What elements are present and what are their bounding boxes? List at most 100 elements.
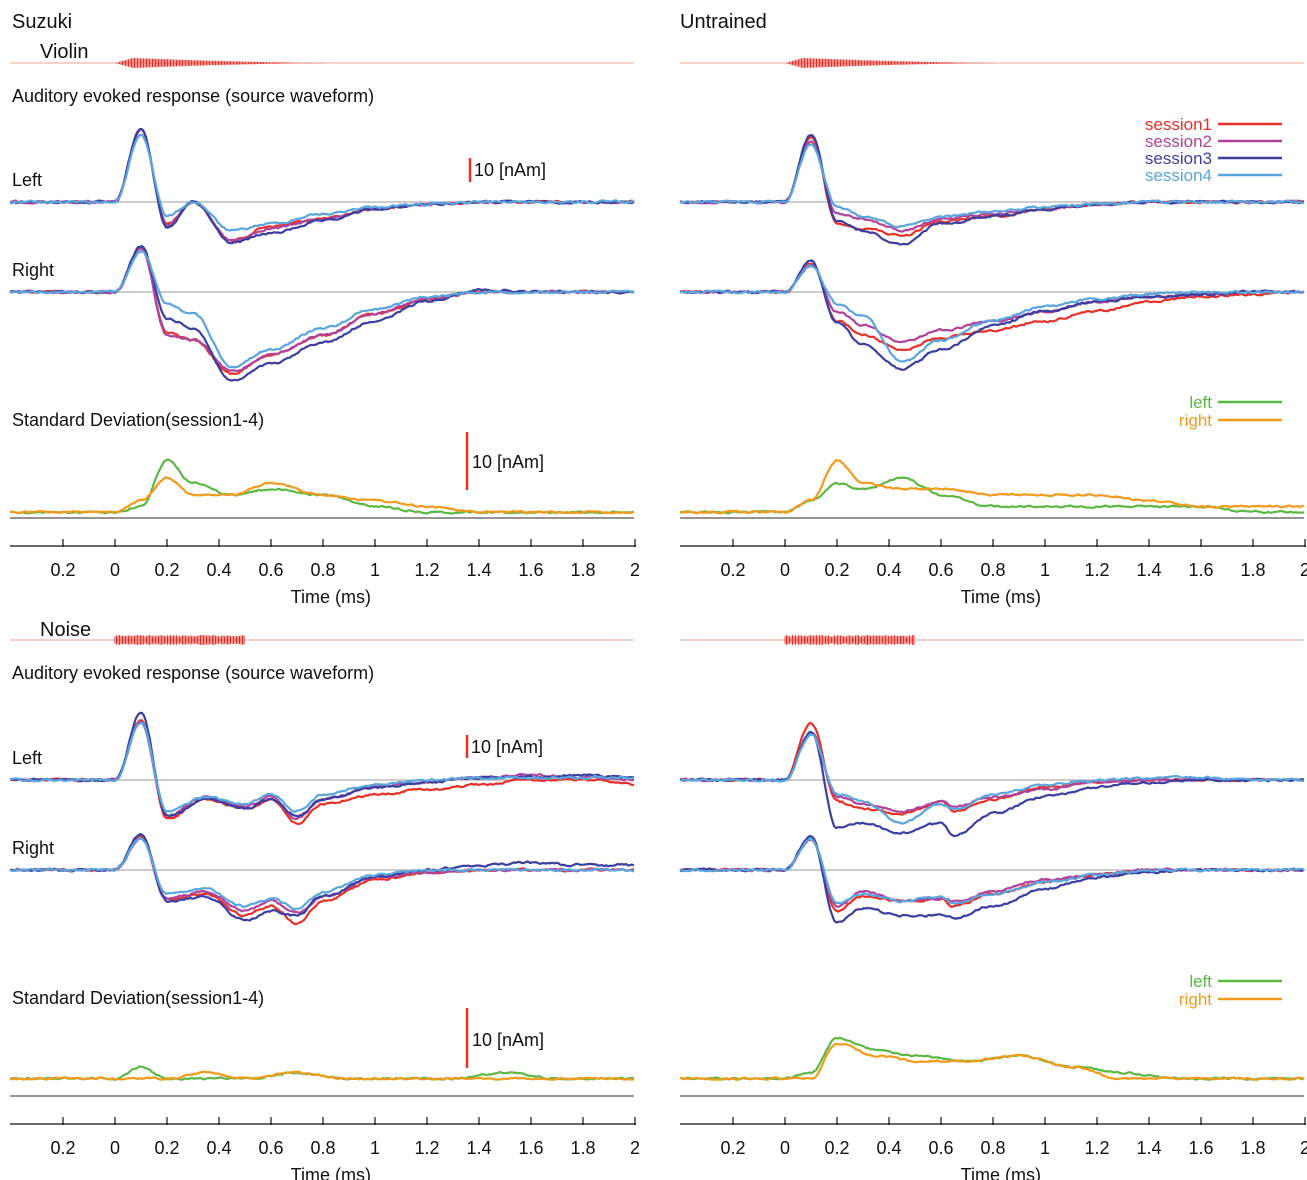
x-tick-label: 0.8	[310, 1138, 335, 1158]
series-line-session3	[9, 245, 635, 382]
x-tick-label: 1.4	[466, 1138, 491, 1158]
panel-0	[9, 127, 635, 245]
x-tick-label: 0.4	[876, 560, 901, 580]
series-line-session3	[679, 730, 1305, 838]
x-tick-label: 0.6	[258, 1138, 283, 1158]
series-line-session4	[9, 133, 635, 232]
x-tick-label: 0.4	[206, 560, 231, 580]
scale-bar-label: 10 [nAm]	[472, 1030, 544, 1050]
scale-bar-violin-aer: 10 [nAm]	[468, 158, 546, 182]
x-tick-label: 1	[1040, 560, 1050, 580]
legend-session4-label: session4	[1145, 166, 1212, 185]
series-line-session4	[679, 143, 1305, 229]
scale-bar-label: 10 [nAm]	[471, 737, 543, 757]
stimulus-envelope	[784, 635, 915, 645]
x-tick-label: 2	[630, 1138, 640, 1158]
aer-title-noise: Auditory evoked response (source wavefor…	[12, 663, 374, 683]
x-tick-label: 2	[630, 560, 640, 580]
scale-bar-noise-sd: 10 [nAm]	[465, 1008, 544, 1068]
legend-right-label: right	[1179, 990, 1212, 1009]
series-line-session1	[9, 128, 635, 242]
group-title-suzuki: Suzuki	[12, 11, 72, 33]
x-axes-layer: 0.2 0 0.2 0.4 0.6 0.8 1 1.2 1.4 1.6 1.8 2 Time (ms) 0…	[10, 539, 1307, 1180]
stimulus-envelope	[116, 58, 324, 68]
series-line-session1	[679, 721, 1305, 816]
sd-title-violin: Standard Deviation(session1-4)	[12, 410, 264, 430]
hemisphere-legend-noise: left right	[1179, 972, 1282, 1009]
panel-8	[9, 1065, 635, 1097]
hemisphere-label-left-noise: Left	[12, 748, 42, 768]
trace-layer	[9, 127, 1305, 1097]
panel-5	[679, 459, 1305, 519]
x-tick-label: 1.6	[518, 1138, 543, 1158]
series-line-session3	[9, 127, 635, 245]
series-line-session2	[9, 128, 635, 242]
x-tick-label: 1.6	[1188, 560, 1213, 580]
x-axis-3: 0.2 0 0.2 0.4 0.6 0.8 1 1.2 1.4 1.6 1.8 2 Time (ms)	[680, 1117, 1307, 1180]
x-tick-label: 0	[780, 560, 790, 580]
series-line-right	[680, 1042, 1305, 1081]
x-tick-label: 1.4	[466, 560, 491, 580]
series-line-session4	[9, 250, 635, 369]
x-tick-label: 0.2	[154, 560, 179, 580]
panel-3	[679, 134, 1305, 246]
aer-title-violin: Auditory evoked response (source wavefor…	[12, 86, 374, 106]
series-line-session3	[679, 834, 1305, 924]
series-line-session2	[9, 247, 635, 372]
x-axis-title: Time (ms)	[961, 1165, 1041, 1180]
violin-stimulus-waveform-suzuki	[10, 58, 634, 68]
series-line-session4	[9, 721, 635, 813]
panel-4	[679, 259, 1305, 371]
group-title-untrained: Untrained	[680, 11, 767, 33]
x-tick-label: 0.4	[876, 1138, 901, 1158]
hemisphere-label-right-noise: Right	[12, 838, 54, 858]
legend-left-label: left	[1189, 972, 1212, 991]
series-line-session1	[9, 247, 635, 375]
x-tick-label: 0.2	[720, 560, 745, 580]
legend-left-label: left	[1189, 393, 1212, 412]
hemisphere-label-right-violin: Right	[12, 260, 54, 280]
panel-6	[9, 711, 635, 826]
series-line-right	[679, 459, 1305, 515]
x-tick-label: 2	[1300, 1138, 1307, 1158]
series-line-session4	[679, 837, 1305, 905]
series-line-session3	[9, 833, 635, 922]
sd-title-noise: Standard Deviation(session1-4)	[12, 988, 264, 1008]
x-tick-label: 0	[110, 1138, 120, 1158]
x-tick-label: 1	[370, 1138, 380, 1158]
x-tick-label: 1	[1040, 1138, 1050, 1158]
x-tick-label: 1.8	[1240, 1138, 1265, 1158]
noise-stimulus-waveform-suzuki	[10, 635, 634, 645]
x-axis-0: 0.2 0 0.2 0.4 0.6 0.8 1 1.2 1.4 1.6 1.8 2 Time (ms)	[10, 539, 640, 607]
scale-bar-label: 10 [nAm]	[474, 160, 546, 180]
x-tick-label: 0.6	[928, 560, 953, 580]
scale-bar-violin-sd: 10 [nAm]	[465, 432, 544, 490]
x-tick-label: 1.2	[1084, 560, 1109, 580]
x-tick-label: 1.6	[518, 560, 543, 580]
x-tick-label: 1.4	[1136, 560, 1161, 580]
stimulus-label-violin: Violin	[40, 41, 89, 63]
legend-session1-label: session1	[1145, 115, 1212, 134]
x-tick-label: 1.4	[1136, 1138, 1161, 1158]
panel-10	[679, 834, 1305, 924]
x-axis-title: Time (ms)	[291, 1165, 371, 1180]
series-line-session3	[679, 259, 1304, 371]
legend-session3-label: session3	[1145, 149, 1212, 168]
panel-1	[9, 245, 635, 382]
x-tick-label: 0.4	[206, 1138, 231, 1158]
x-tick-label: 0	[110, 560, 120, 580]
panel-11	[680, 1036, 1305, 1097]
legend-right-label: right	[1179, 411, 1212, 430]
x-axis-title: Time (ms)	[291, 587, 371, 607]
stimulus-envelope	[114, 635, 245, 645]
series-line-session4	[679, 733, 1305, 825]
hemisphere-label-left-violin: Left	[12, 170, 42, 190]
x-tick-label: 0	[780, 1138, 790, 1158]
scale-bar-noise-aer: 10 [nAm]	[465, 735, 543, 758]
x-axis-title: Time (ms)	[961, 587, 1041, 607]
panel-2	[9, 458, 635, 519]
x-tick-label: 0.8	[310, 560, 335, 580]
panel-9	[679, 721, 1305, 838]
x-tick-label: 0.2	[824, 1138, 849, 1158]
